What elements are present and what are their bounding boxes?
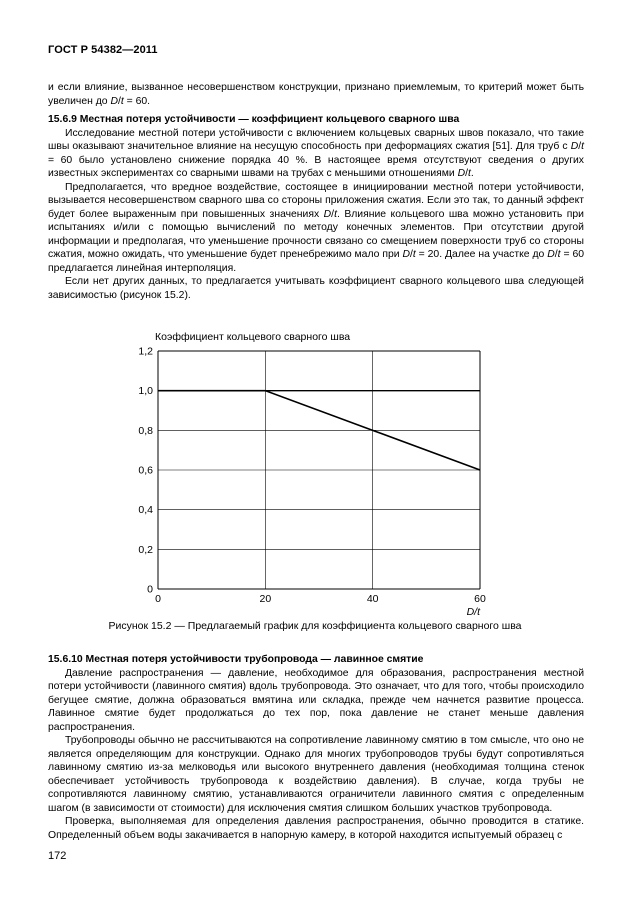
svg-text:0: 0 bbox=[155, 593, 161, 605]
svg-text:0: 0 bbox=[147, 584, 153, 596]
svg-text:20: 20 bbox=[259, 593, 271, 605]
svg-text:0,8: 0,8 bbox=[138, 425, 153, 437]
svg-text:40: 40 bbox=[367, 593, 379, 605]
svg-text:0,6: 0,6 bbox=[138, 465, 153, 477]
svg-text:1,0: 1,0 bbox=[138, 385, 153, 397]
svg-text:0,2: 0,2 bbox=[138, 544, 153, 556]
svg-text:1,2: 1,2 bbox=[138, 346, 153, 358]
svg-text:D/t: D/t bbox=[467, 606, 482, 618]
svg-text:60: 60 bbox=[474, 593, 486, 605]
svg-text:0,4: 0,4 bbox=[138, 504, 153, 516]
